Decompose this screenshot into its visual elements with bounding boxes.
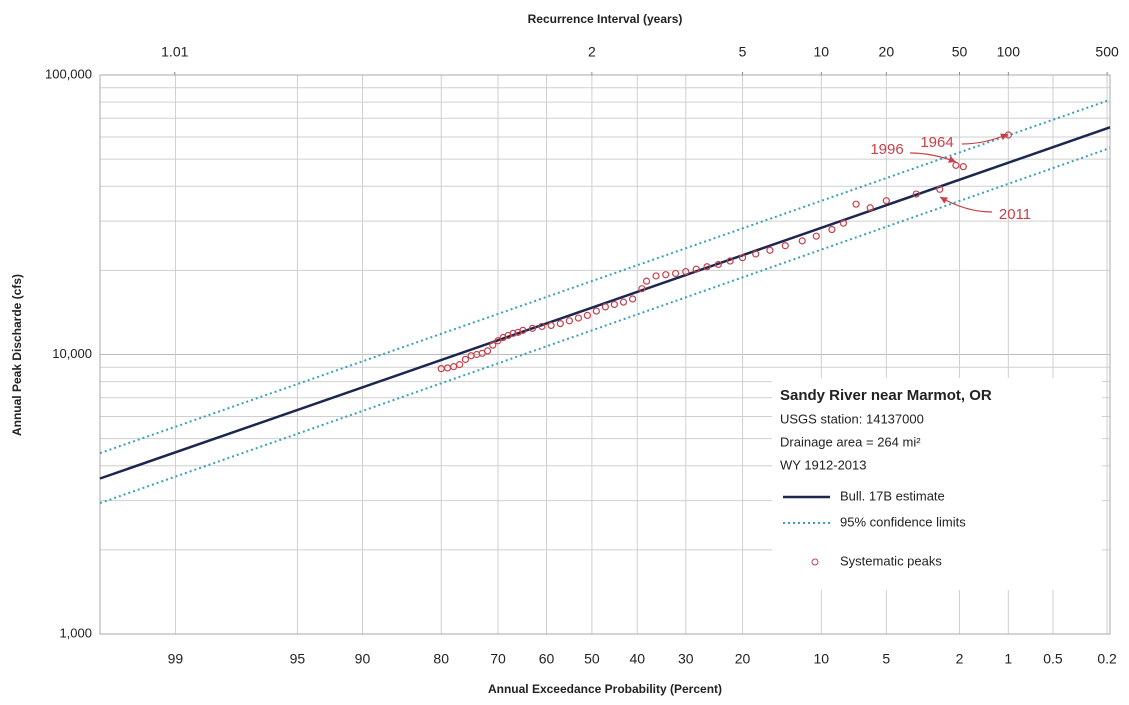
peak-point xyxy=(682,267,690,276)
peak-point xyxy=(828,225,836,234)
x-tick-label: 99 xyxy=(168,651,184,667)
peak-point xyxy=(959,163,967,171)
legend-box xyxy=(772,378,1102,590)
peak-point xyxy=(509,329,517,337)
peak-point xyxy=(619,298,628,306)
peak-point xyxy=(692,265,700,273)
x2-tick-label: 20 xyxy=(879,44,895,60)
peak-point xyxy=(839,219,848,227)
x2-tick-label: 2 xyxy=(588,44,596,60)
x-tick-label: 80 xyxy=(433,651,449,667)
x-tick-label: 20 xyxy=(735,651,751,667)
x2-tick-label: 5 xyxy=(739,44,747,60)
x-axis-title: Annual Exceedance Probability (Percent) xyxy=(488,682,722,696)
y-axis-title: Annual Peak Discharde (cfs) xyxy=(10,274,24,436)
x2-tick-label: 50 xyxy=(952,44,968,60)
peak-point xyxy=(652,272,660,280)
peak-point xyxy=(852,200,860,208)
peak-point xyxy=(798,237,806,245)
legend-swatch xyxy=(811,558,819,566)
x-tick-label: 0.5 xyxy=(1043,651,1063,667)
peak-point xyxy=(556,319,564,328)
peak-point xyxy=(574,314,583,322)
peak-point xyxy=(629,295,637,303)
peak-point xyxy=(494,337,502,345)
peak-point xyxy=(538,322,546,331)
peak-point xyxy=(642,277,651,285)
x-tick-label: 2 xyxy=(956,651,964,667)
peak-point xyxy=(528,324,537,332)
peak-point xyxy=(738,254,747,262)
annotation-arrow xyxy=(961,133,1009,145)
x-tick-label: 50 xyxy=(584,651,600,667)
peak-point xyxy=(781,242,789,250)
legend-label: Systematic peaks xyxy=(840,553,942,568)
peak-point xyxy=(610,300,618,309)
x-tick-label: 90 xyxy=(355,651,371,667)
legend-label: Bull. 17B estimate xyxy=(840,488,945,503)
x2-tick-label: 1.01 xyxy=(161,44,188,60)
peak-point xyxy=(583,311,591,320)
legend-line: Drainage area = 264 mi² xyxy=(780,434,921,449)
x2-tick-label: 10 xyxy=(814,44,830,60)
annotation: 1996 xyxy=(870,141,903,158)
x-tick-label: 5 xyxy=(882,651,890,667)
x-tick-label: 40 xyxy=(629,651,645,667)
legend-label: 95% confidence limits xyxy=(840,514,966,529)
x-tick-label: 60 xyxy=(539,651,555,667)
peak-point xyxy=(672,269,680,278)
peak-point xyxy=(565,317,573,325)
peak-point xyxy=(547,321,555,330)
x2-tick-label: 500 xyxy=(1095,44,1119,60)
peak-point xyxy=(766,246,774,254)
y-tick-label: 1,000 xyxy=(59,625,92,640)
peak-point xyxy=(714,260,722,269)
x-tick-label: 0.2 xyxy=(1097,651,1117,667)
peak-point xyxy=(703,263,711,271)
legend-line: WY 1912-2013 xyxy=(780,457,867,472)
peak-point xyxy=(752,250,760,258)
annotation-arrow xyxy=(909,152,957,163)
peak-point xyxy=(461,355,470,364)
x-tick-label: 30 xyxy=(678,651,694,667)
peak-point xyxy=(489,341,497,349)
legend-title: Sandy River near Marmot, OR xyxy=(780,387,992,404)
legend-line: USGS station: 14137000 xyxy=(780,411,924,426)
peak-point xyxy=(638,285,646,293)
peak-point xyxy=(519,326,527,334)
peak-point xyxy=(912,190,920,198)
y-tick-label: 10,000 xyxy=(52,346,92,361)
annotation: 2011 xyxy=(999,206,1031,223)
x-tick-label: 70 xyxy=(490,651,506,667)
x-tick-label: 10 xyxy=(814,651,830,667)
annotation-arrow xyxy=(939,196,993,213)
x-tick-label: 1 xyxy=(1004,651,1012,667)
peak-point xyxy=(662,271,670,279)
peak-point xyxy=(456,361,464,369)
x2-axis-title: Recurrence Interval (years) xyxy=(528,12,683,26)
confidence-limit xyxy=(99,98,1111,455)
peak-point xyxy=(882,197,890,205)
x2-tick-label: 100 xyxy=(997,44,1021,60)
peak-point xyxy=(601,303,609,311)
annotation: 1964 xyxy=(920,134,953,151)
confidence-limit xyxy=(99,147,1111,505)
x-tick-label: 95 xyxy=(290,651,306,667)
y-tick-label: 100,000 xyxy=(45,66,92,81)
peak-point xyxy=(866,204,874,212)
peak-point xyxy=(812,232,820,240)
peak-point xyxy=(592,307,600,315)
plot-frame xyxy=(99,74,1111,635)
peak-point xyxy=(936,185,944,193)
peak-point xyxy=(726,257,734,265)
peak-point xyxy=(483,347,492,355)
